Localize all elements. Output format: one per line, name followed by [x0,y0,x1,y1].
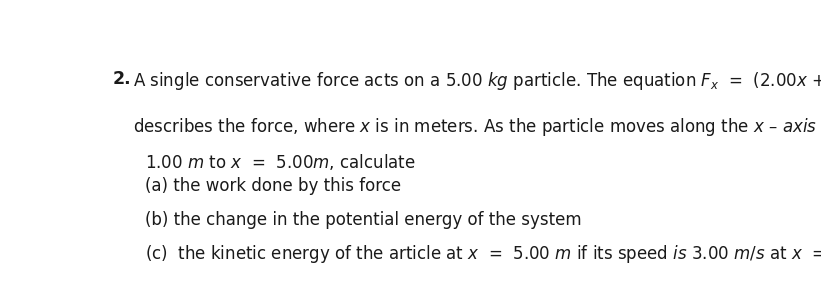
Text: (c)  the kinetic energy of the article at $x$  =  5.00 $m$ if its speed $is$ 3.0: (c) the kinetic energy of the article at… [145,243,821,265]
Text: 1.00 $m$ to $x$  =  5.00$m$, calculate: 1.00 $m$ to $x$ = 5.00$m$, calculate [145,152,416,172]
Text: (a) the work done by this force: (a) the work done by this force [145,177,401,195]
Text: (b) the change in the potential energy of the system: (b) the change in the potential energy o… [145,211,582,229]
Text: 2.: 2. [112,70,131,88]
Text: A single conservative force acts on a 5.00 $kg$ particle. The equation $F_x$  = : A single conservative force acts on a 5.… [133,70,821,92]
Text: describes the force, where $x$ is in meters. As the particle moves along the $x$: describes the force, where $x$ is in met… [133,116,821,138]
